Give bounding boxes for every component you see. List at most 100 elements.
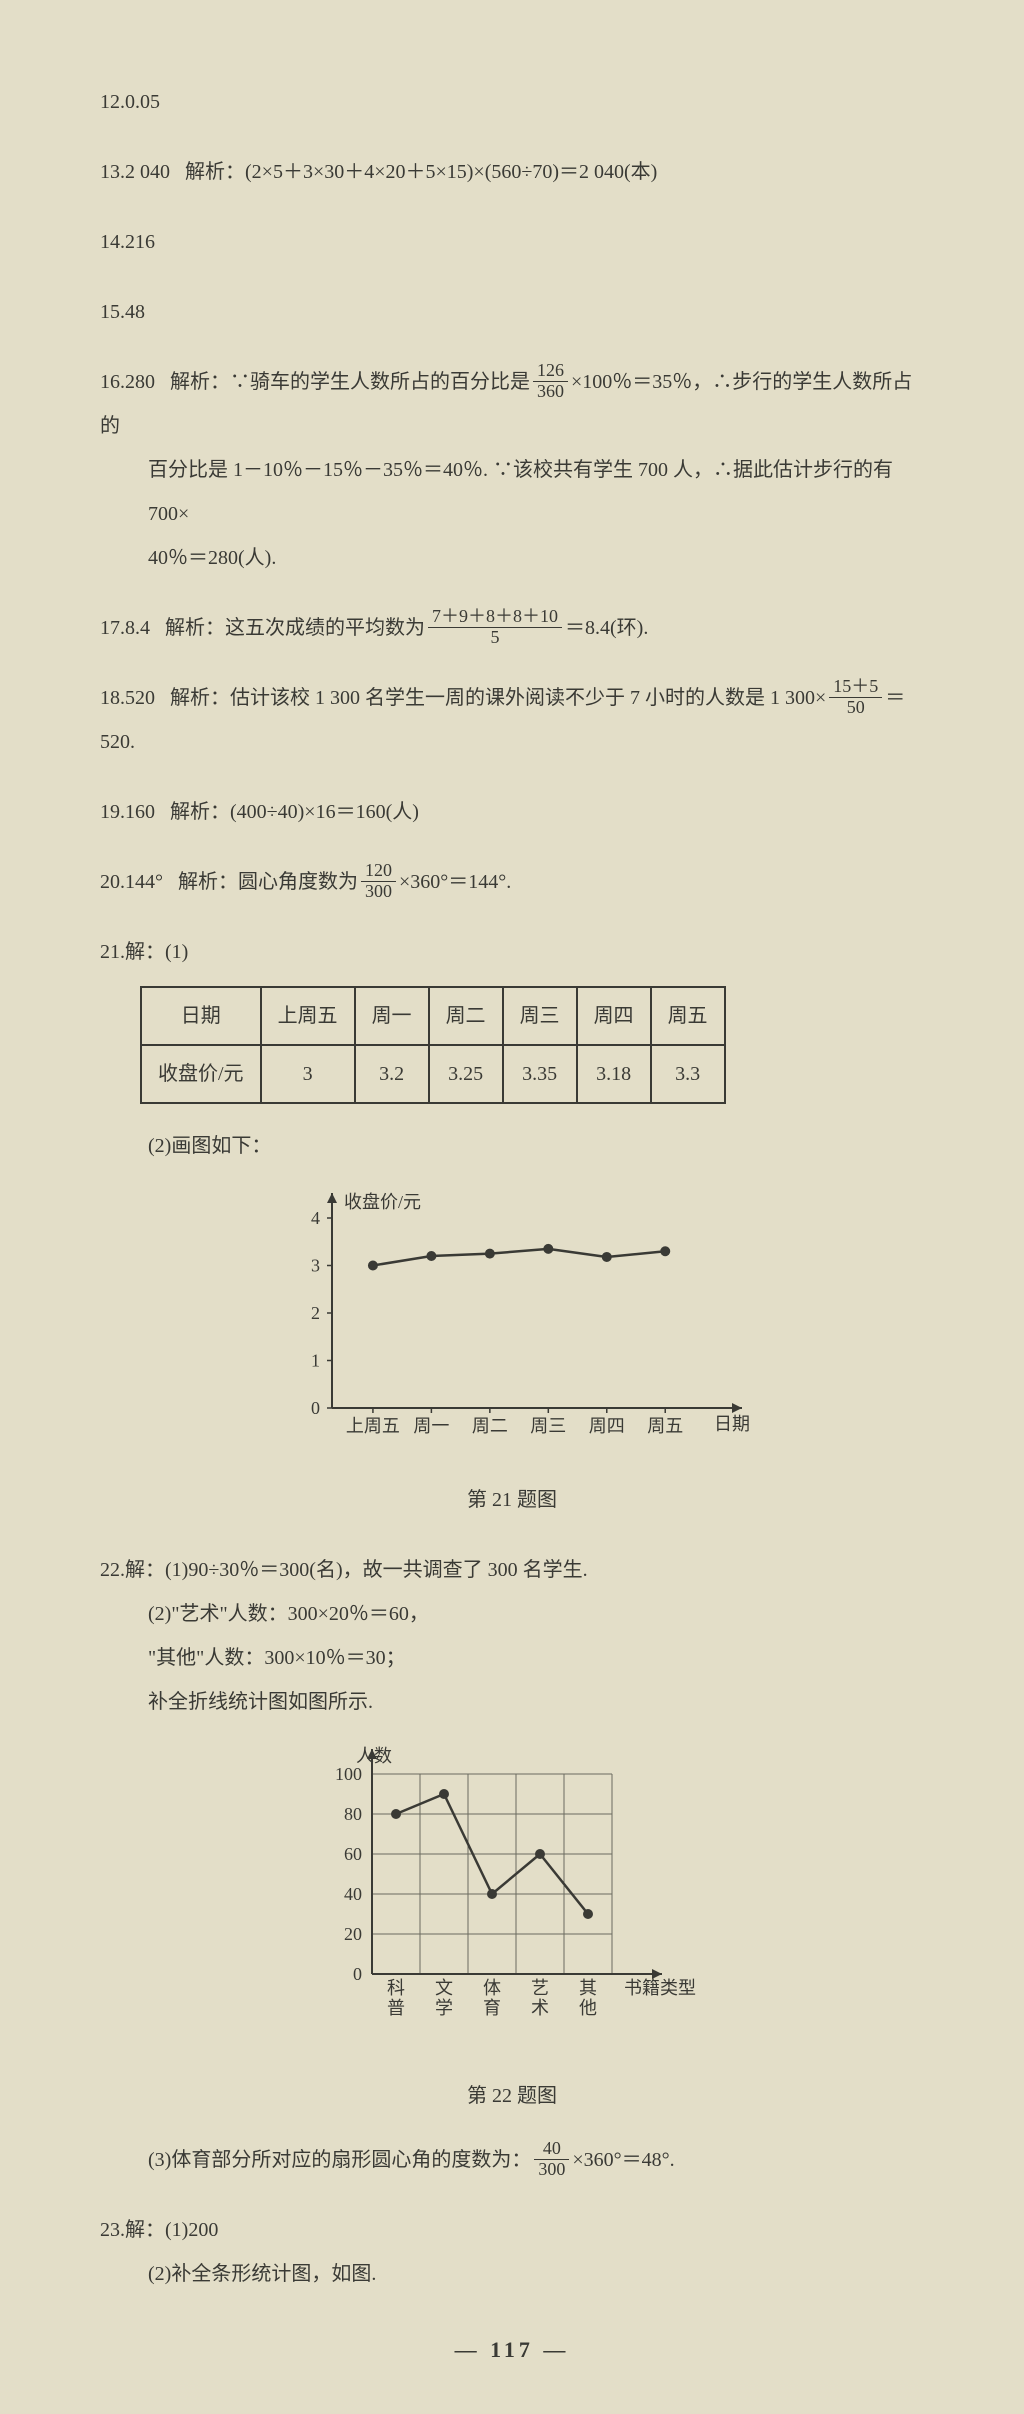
svg-text:学: 学 [435, 1998, 453, 2018]
th: 周三 [503, 987, 577, 1045]
th: 周四 [577, 987, 651, 1045]
th: 上周五 [261, 987, 355, 1045]
q17-answer: 8.4 [125, 617, 150, 639]
svg-text:文: 文 [435, 1978, 453, 1998]
q18-pre: 估计该校 1 300 名学生一周的课外阅读不少于 7 小时的人数是 1 300× [230, 687, 826, 709]
q17-frac-den: 5 [428, 628, 562, 648]
svg-text:育: 育 [483, 1998, 501, 2018]
svg-text:收盘价/元: 收盘价/元 [344, 1192, 421, 1212]
q16-l1a: ∵骑车的学生人数所占的百分比是 [230, 371, 530, 393]
q20: 20.144° 解析：圆心角度数为120300×360°＝144°. [100, 860, 924, 904]
line-chart: 01234收盘价/元日期上周五周一周二周三周四周五 [252, 1178, 772, 1458]
svg-text:100: 100 [335, 1764, 362, 1784]
q15-answer: 48 [125, 301, 145, 323]
q13-answer: 2 040 [125, 161, 170, 183]
q20-frac-den: 300 [361, 882, 396, 902]
q13-explain: (2×5＋3×30＋4×20＋5×15)×(560÷70)＝2 040(本) [245, 161, 657, 183]
th: 周二 [429, 987, 503, 1045]
td: 3.18 [577, 1045, 651, 1103]
svg-text:80: 80 [344, 1804, 362, 1824]
svg-text:4: 4 [311, 1208, 320, 1228]
svg-text:周五: 周五 [647, 1416, 683, 1436]
q22-frac-den: 300 [534, 2160, 569, 2180]
q18-frac: 15＋550 [829, 677, 882, 718]
svg-text:书籍类型: 书籍类型 [624, 1978, 696, 1998]
q16-frac1-den: 360 [533, 382, 568, 402]
q18-frac-den: 50 [829, 698, 882, 718]
q22: 22.解：(1)90÷30％＝300(名)，故一共调查了 300 名学生. (2… [100, 1548, 924, 2182]
svg-text:周二: 周二 [472, 1416, 508, 1436]
q18-explain-prefix: 解析： [170, 687, 230, 709]
q21-part2-label: (2)画图如下： [100, 1124, 924, 1168]
q17: 17.8.4 解析：这五次成绩的平均数为7＋9＋8＋8＋105＝8.4(环). [100, 606, 924, 650]
q22-frac-num: 40 [534, 2139, 569, 2160]
q16-l3: 40％＝280(人). [100, 536, 924, 580]
svg-text:艺: 艺 [531, 1978, 549, 1998]
svg-text:40: 40 [344, 1884, 362, 1904]
q21-caption: 第 21 题图 [100, 1478, 924, 1522]
q22-caption: 第 22 题图 [100, 2074, 924, 2118]
q20-frac-num: 120 [361, 861, 396, 882]
q23: 23.解：(1)200 (2)补全条形统计图，如图. [100, 2208, 924, 2296]
q18-answer: 520 [125, 687, 155, 709]
q21: 21.解：(1) 日期 上周五 周一 周二 周三 周四 周五 收盘价/元 3 3… [100, 930, 924, 1522]
q22-l3: "其他"人数：300×10％＝30； [100, 1636, 924, 1680]
q17-pre: 这五次成绩的平均数为 [225, 617, 425, 639]
q15: 15.48 [100, 290, 924, 334]
q19-label: 19. [100, 801, 125, 823]
q23-label: 23. [100, 2219, 125, 2241]
q16-label: 16. [100, 371, 125, 393]
table-row: 收盘价/元 3 3.2 3.25 3.35 3.18 3.3 [141, 1045, 725, 1103]
svg-text:60: 60 [344, 1844, 362, 1864]
svg-text:2: 2 [311, 1303, 320, 1323]
svg-text:周一: 周一 [413, 1416, 449, 1436]
q19-explain: (400÷40)×16＝160(人) [230, 801, 419, 823]
q22-l5: (3)体育部分所对应的扇形圆心角的度数为：40300×360°＝48°. [100, 2138, 924, 2182]
q16-frac1-num: 126 [533, 361, 568, 382]
q20-answer: 144° [125, 871, 163, 893]
td: 3.3 [651, 1045, 725, 1103]
q16: 16.280 解析：∵骑车的学生人数所占的百分比是126360×100％＝35％… [100, 360, 924, 580]
q17-frac-num: 7＋9＋8＋8＋10 [428, 607, 562, 628]
svg-text:科: 科 [387, 1978, 405, 1998]
q12-label: 12. [100, 91, 125, 113]
svg-text:3: 3 [311, 1256, 320, 1276]
q20-frac: 120300 [361, 861, 396, 902]
q17-post: ＝8.4(环). [565, 617, 648, 639]
q13-explain-prefix: 解析： [185, 161, 245, 183]
q18-label: 18. [100, 687, 125, 709]
svg-text:1: 1 [311, 1351, 320, 1371]
svg-text:上周五: 上周五 [346, 1416, 400, 1436]
svg-text:他: 他 [579, 1998, 597, 2018]
q12-answer: 0.05 [125, 91, 160, 113]
svg-text:其: 其 [579, 1978, 597, 1998]
q16-l2: 百分比是 1－10％－15％－35％＝40％. ∵该校共有学生 700 人，∴据… [100, 448, 924, 536]
page-content: 12.0.05 13.2 040 解析：(2×5＋3×30＋4×20＋5×15)… [0, 0, 1024, 2414]
q18-frac-num: 15＋5 [829, 677, 882, 698]
q17-frac: 7＋9＋8＋8＋105 [428, 607, 562, 648]
td: 收盘价/元 [141, 1045, 261, 1103]
td: 3.25 [429, 1045, 503, 1103]
q13: 13.2 040 解析：(2×5＋3×30＋4×20＋5×15)×(560÷70… [100, 150, 924, 194]
q20-post: ×360°＝144°. [399, 871, 511, 893]
q21-chart: 01234收盘价/元日期上周五周一周二周三周四周五 第 21 题图 [100, 1178, 924, 1522]
svg-text:体: 体 [483, 1978, 501, 1998]
q21-label: 21. [100, 941, 125, 963]
q17-label: 17. [100, 617, 125, 639]
q13-label: 13. [100, 161, 125, 183]
q22-head: 解：(1)90÷30％＝300(名)，故一共调查了 300 名学生. [125, 1559, 588, 1581]
svg-text:人数: 人数 [356, 1746, 392, 1766]
th: 周一 [355, 987, 429, 1045]
q23-l2: (2)补全条形统计图，如图. [100, 2252, 924, 2296]
q22-l5-pre: (3)体育部分所对应的扇形圆心角的度数为： [148, 2149, 531, 2171]
q12: 12.0.05 [100, 80, 924, 124]
svg-text:0: 0 [311, 1398, 320, 1418]
q20-explain-prefix: 解析： [178, 871, 238, 893]
q17-explain-prefix: 解析： [165, 617, 225, 639]
q20-label: 20. [100, 871, 125, 893]
q22-l2: (2)"艺术"人数：300×20％＝60， [100, 1592, 924, 1636]
q18: 18.520 解析：估计该校 1 300 名学生一周的课外阅读不少于 7 小时的… [100, 676, 924, 764]
q22-l4: 补全折线统计图如图所示. [100, 1680, 924, 1724]
svg-text:普: 普 [387, 1998, 405, 2018]
q22-label: 22. [100, 1559, 125, 1581]
